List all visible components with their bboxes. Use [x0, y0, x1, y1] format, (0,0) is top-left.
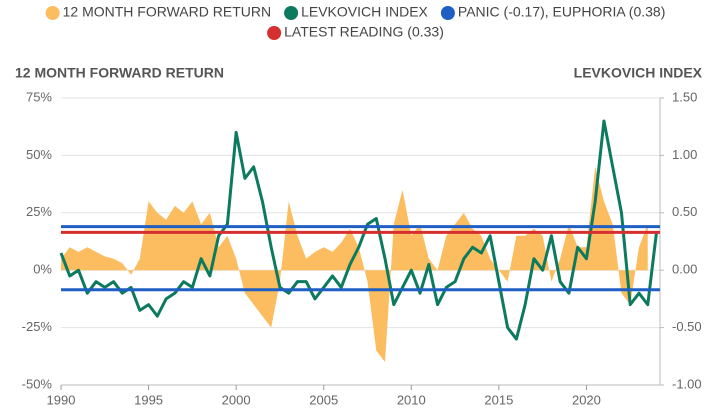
- x-tick-label: 2010: [397, 392, 426, 407]
- y-axis-title: 12 MONTH FORWARD RETURN: [15, 65, 224, 81]
- legend-marker: [267, 26, 282, 40]
- y-tick-label: -25%: [22, 319, 53, 334]
- y2-tick-label: 1.50: [672, 89, 697, 104]
- x-tick-label: 2020: [572, 392, 601, 407]
- line: [59, 119, 658, 341]
- legend-marker: [440, 6, 455, 20]
- y2-axis-title: LEVKOVICH INDEX: [574, 65, 703, 81]
- y2-tick-label: 0.00: [672, 262, 697, 277]
- y-tick-label: 0%: [33, 262, 52, 277]
- legend-label: LATEST READING (0.33): [284, 24, 444, 40]
- y-tick-label: 25%: [26, 204, 52, 219]
- legend-label: LEVKOVICH INDEX: [301, 4, 428, 20]
- legend-label: 12 MONTH FORWARD RETURN: [63, 4, 271, 20]
- x-tick-label: 2000: [222, 392, 251, 407]
- x-tick-label: 2005: [309, 392, 338, 407]
- y-tick-label: -50%: [22, 376, 53, 391]
- area: [61, 166, 648, 363]
- legend-marker: [45, 6, 60, 20]
- x-tick-label: 1995: [134, 392, 163, 407]
- y2-tick-label: -0.50: [672, 319, 702, 334]
- y2-tick-label: -1.00: [672, 376, 702, 391]
- legend-label: PANIC (-0.17), EUPHORIA (0.38): [458, 4, 665, 20]
- legend-marker: [284, 6, 299, 20]
- y-tick-label: 75%: [26, 89, 52, 104]
- y2-tick-label: 1.00: [672, 147, 697, 162]
- x-tick-label: 2015: [484, 392, 513, 407]
- y-tick-label: 50%: [26, 147, 52, 162]
- x-tick-label: 1990: [47, 392, 76, 407]
- y2-tick-label: 0.50: [672, 204, 697, 219]
